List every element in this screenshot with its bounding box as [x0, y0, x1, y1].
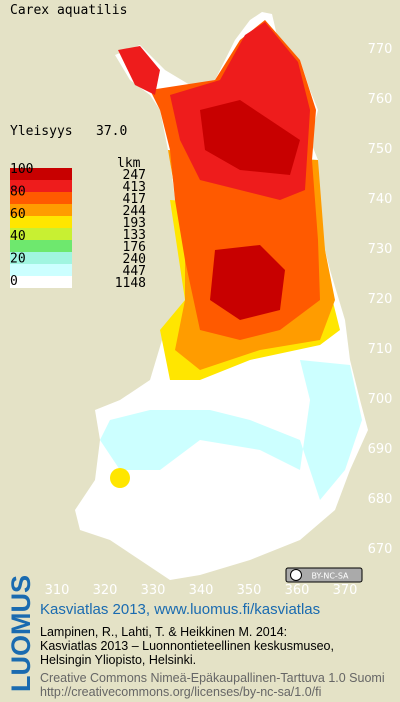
- legend-count: 413: [123, 180, 146, 195]
- legend-count: 247: [123, 168, 146, 183]
- y-tick-label: 700: [368, 392, 393, 407]
- legend-count: 447: [123, 264, 146, 279]
- footer-text: Lampinen, R., Lahti, T. & Heikkinen M. 2…: [40, 625, 385, 699]
- dark-red-zone: [200, 100, 300, 175]
- legend-level: 40: [10, 229, 26, 244]
- legend-count: 1148: [115, 276, 146, 291]
- legend-swatch: [10, 192, 72, 204]
- legend-swatch: [10, 252, 72, 264]
- footer-heading: Kasviatlas 2013, www.luomus.fi/kasviatla…: [40, 601, 320, 618]
- y-tick-label: 730: [368, 242, 393, 257]
- frequency-value: 37.0: [96, 124, 127, 139]
- legend-count: 417: [123, 192, 146, 207]
- cyan-zone: [100, 360, 362, 500]
- y-tick-label: 760: [368, 92, 393, 107]
- license-badge: BY-NC-SA: [285, 567, 363, 583]
- x-tick-label: 370: [333, 583, 358, 598]
- legend-swatch: [10, 264, 72, 276]
- y-tick-label: 720: [368, 292, 393, 307]
- y-tick-label: 690: [368, 442, 393, 457]
- legend-count: 193: [123, 216, 146, 231]
- y-tick-label: 770: [368, 42, 393, 57]
- count-header: lkm: [117, 156, 141, 171]
- citation-line: Kasviatlas 2013 – Luonnontieteellinen ke…: [40, 639, 334, 653]
- legend-level: 60: [10, 207, 26, 222]
- x-tick-label: 360: [285, 583, 310, 598]
- badge-box: [285, 567, 363, 583]
- x-tick-label: 330: [141, 583, 166, 598]
- legend-level: 20: [10, 252, 26, 267]
- species-title: Carex aquatilis: [10, 3, 127, 18]
- license-line: Creative Commons Nimeä-Epäkaupallinen-Ta…: [40, 671, 385, 685]
- y-tick-label: 710: [368, 342, 393, 357]
- map: [75, 12, 368, 580]
- legend-swatch: [10, 240, 72, 252]
- x-tick-label: 320: [93, 583, 118, 598]
- frequency-label: Yleisyys: [10, 124, 73, 139]
- license-line: http://creativecommons.org/licenses/by-n…: [40, 685, 321, 699]
- badge-text: BY-NC-SA: [311, 572, 349, 581]
- red-patch: [118, 46, 160, 95]
- legend-swatch: [10, 180, 72, 192]
- legend-swatch: [10, 204, 72, 216]
- legend-count: 244: [123, 204, 147, 219]
- legend-swatch: [10, 276, 72, 288]
- dark-red-zone: [210, 245, 285, 320]
- citation-line: Lampinen, R., Lahti, T. & Heikkinen M. 2…: [40, 625, 287, 639]
- legend-count: 133: [123, 228, 146, 243]
- map-ticks: 310 320 330 340 350 360 370 770 760 750 740 730 720 7…: [45, 42, 393, 598]
- y-tick-label: 740: [368, 192, 393, 207]
- x-tick-label: 350: [237, 583, 262, 598]
- legend-swatch: [10, 168, 72, 180]
- x-tick-label: 340: [189, 583, 214, 598]
- legend-count: 176: [123, 240, 146, 255]
- y-tick-label: 670: [368, 542, 393, 557]
- y-tick-label: 680: [368, 492, 393, 507]
- legend-swatch: [10, 216, 72, 228]
- legend-level: 0: [10, 274, 18, 289]
- legend-level: 100: [10, 162, 33, 177]
- x-tick-label: 310: [45, 583, 70, 598]
- yellow-patch: [110, 468, 130, 488]
- legend-count: 240: [123, 252, 146, 267]
- cc-icon: [290, 569, 302, 581]
- legend-level: 80: [10, 184, 26, 199]
- citation-line: Helsingin Yliopisto, Helsinki.: [40, 653, 196, 667]
- legend-swatch: [10, 228, 72, 240]
- brand: LUOMUS: [6, 575, 36, 692]
- y-tick-label: 750: [368, 142, 393, 157]
